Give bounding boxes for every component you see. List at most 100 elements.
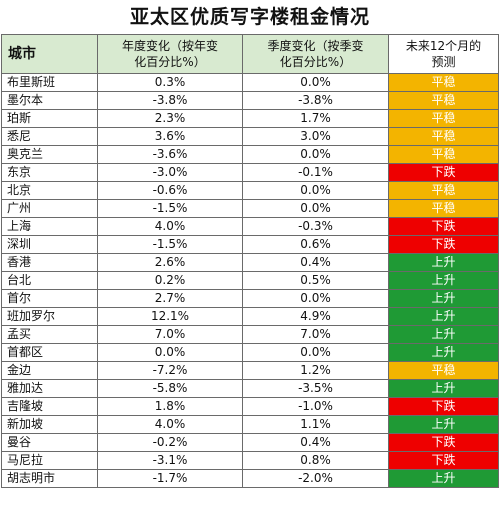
forecast-cell: 上升 (388, 469, 499, 488)
forecast-cell: 上升 (388, 415, 499, 434)
qoq-cell: 0.0% (242, 289, 389, 308)
qoq-cell: 0.0% (242, 343, 389, 362)
table-row: 新加坡 4.0% 1.1% 上升 (1, 415, 499, 434)
yoy-cell: -3.0% (97, 163, 243, 182)
table-row: 马尼拉 -3.1% 0.8% 下跌 (1, 451, 499, 470)
forecast-header-line2: 预测 (431, 55, 456, 69)
yoy-cell: 2.3% (97, 109, 243, 128)
forecast-cell: 平稳 (388, 109, 499, 128)
city-cell: 东京 (1, 163, 98, 182)
city-cell: 首都区 (1, 343, 98, 362)
forecast-cell: 下跌 (388, 217, 499, 236)
forecast-cell: 上升 (388, 343, 499, 362)
forecast-cell: 平稳 (388, 91, 499, 110)
forecast-header-line1: 未来12个月的 (405, 39, 482, 53)
rent-table: 城市 年度变化（按年变 化百分比%） 季度变化（按季变 化百分比%） 未来12个… (1, 34, 499, 488)
table-row: 北京 -0.6% 0.0% 平稳 (1, 181, 499, 200)
yoy-cell: 4.0% (97, 415, 243, 434)
table-row: 胡志明市 -1.7% -2.0% 上升 (1, 469, 499, 488)
forecast-cell: 下跌 (388, 451, 499, 470)
qoq-cell: 0.0% (242, 181, 389, 200)
forecast-cell: 上升 (388, 325, 499, 344)
city-cell: 马尼拉 (1, 451, 98, 470)
table-row: 班加罗尔 12.1% 4.9% 上升 (1, 307, 499, 326)
forecast-cell: 平稳 (388, 127, 499, 146)
city-cell: 曼谷 (1, 433, 98, 452)
table-row: 金边 -7.2% 1.2% 平稳 (1, 361, 499, 380)
city-cell: 北京 (1, 181, 98, 200)
yoy-cell: 12.1% (97, 307, 243, 326)
city-cell: 胡志明市 (1, 469, 98, 488)
city-cell: 深圳 (1, 235, 98, 254)
yoy-cell: 0.2% (97, 271, 243, 290)
city-cell: 墨尔本 (1, 91, 98, 110)
qoq-cell: 1.2% (242, 361, 389, 380)
yoy-cell: -7.2% (97, 361, 243, 380)
table-row: 香港 2.6% 0.4% 上升 (1, 253, 499, 272)
table-row: 首尔 2.7% 0.0% 上升 (1, 289, 499, 308)
header-row: 城市 年度变化（按年变 化百分比%） 季度变化（按季变 化百分比%） 未来12个… (1, 34, 499, 74)
forecast-cell: 平稳 (388, 73, 499, 92)
city-cell: 奥克兰 (1, 145, 98, 164)
table-row: 东京 -3.0% -0.1% 下跌 (1, 163, 499, 182)
city-cell: 孟买 (1, 325, 98, 344)
table-row: 广州 -1.5% 0.0% 平稳 (1, 199, 499, 218)
yoy-header-line2: 化百分比%） (134, 55, 206, 69)
table-row: 曼谷 -0.2% 0.4% 下跌 (1, 433, 499, 452)
qoq-cell: -2.0% (242, 469, 389, 488)
city-cell: 香港 (1, 253, 98, 272)
table-row: 悉尼 3.6% 3.0% 平稳 (1, 127, 499, 146)
yoy-cell: 2.7% (97, 289, 243, 308)
city-cell: 广州 (1, 199, 98, 218)
yoy-cell: -3.1% (97, 451, 243, 470)
qoq-cell: -0.3% (242, 217, 389, 236)
qoq-cell: 4.9% (242, 307, 389, 326)
city-cell: 悉尼 (1, 127, 98, 146)
qoq-cell: 3.0% (242, 127, 389, 146)
yoy-cell: -5.8% (97, 379, 243, 398)
city-cell: 雅加达 (1, 379, 98, 398)
yoy-header: 年度变化（按年变 化百分比%） (97, 34, 243, 74)
yoy-cell: -0.6% (97, 181, 243, 200)
forecast-cell: 上升 (388, 253, 499, 272)
qoq-cell: 1.7% (242, 109, 389, 128)
city-cell: 金边 (1, 361, 98, 380)
qoq-cell: 0.0% (242, 199, 389, 218)
forecast-cell: 平稳 (388, 199, 499, 218)
table-row: 上海 4.0% -0.3% 下跌 (1, 217, 499, 236)
table-row: 珀斯 2.3% 1.7% 平稳 (1, 109, 499, 128)
table-row: 首都区 0.0% 0.0% 上升 (1, 343, 499, 362)
forecast-cell: 下跌 (388, 163, 499, 182)
city-cell: 吉隆坡 (1, 397, 98, 416)
forecast-header: 未来12个月的 预测 (388, 34, 499, 74)
forecast-cell: 下跌 (388, 397, 499, 416)
table-row: 吉隆坡 1.8% -1.0% 下跌 (1, 397, 499, 416)
forecast-cell: 平稳 (388, 181, 499, 200)
city-cell: 上海 (1, 217, 98, 236)
yoy-cell: 2.6% (97, 253, 243, 272)
city-header: 城市 (1, 34, 98, 74)
forecast-cell: 上升 (388, 379, 499, 398)
forecast-cell: 平稳 (388, 361, 499, 380)
qoq-cell: -3.8% (242, 91, 389, 110)
yoy-header-line1: 年度变化（按年变 (121, 39, 218, 53)
qoq-cell: -0.1% (242, 163, 389, 182)
qoq-cell: 0.8% (242, 451, 389, 470)
yoy-cell: -3.6% (97, 145, 243, 164)
forecast-cell: 上升 (388, 271, 499, 290)
table-body: 布里斯班 0.3% 0.0% 平稳 墨尔本 -3.8% -3.8% 平稳 珀斯 2.3% 1.7% 平… (1, 73, 499, 488)
forecast-cell: 上升 (388, 307, 499, 326)
qoq-header-line2: 化百分比%） (279, 55, 352, 69)
city-cell: 班加罗尔 (1, 307, 98, 326)
table-row: 台北 0.2% 0.5% 上升 (1, 271, 499, 290)
forecast-cell: 下跌 (388, 235, 499, 254)
yoy-cell: 3.6% (97, 127, 243, 146)
yoy-cell: -1.7% (97, 469, 243, 488)
table-row: 深圳 -1.5% 0.6% 下跌 (1, 235, 499, 254)
table-row: 布里斯班 0.3% 0.0% 平稳 (1, 73, 499, 92)
yoy-cell: 0.3% (97, 73, 243, 92)
yoy-cell: 7.0% (97, 325, 243, 344)
qoq-cell: 0.4% (242, 253, 389, 272)
qoq-cell: 0.0% (242, 145, 389, 164)
table-title: 亚太区优质写字楼租金情况 (129, 6, 370, 28)
